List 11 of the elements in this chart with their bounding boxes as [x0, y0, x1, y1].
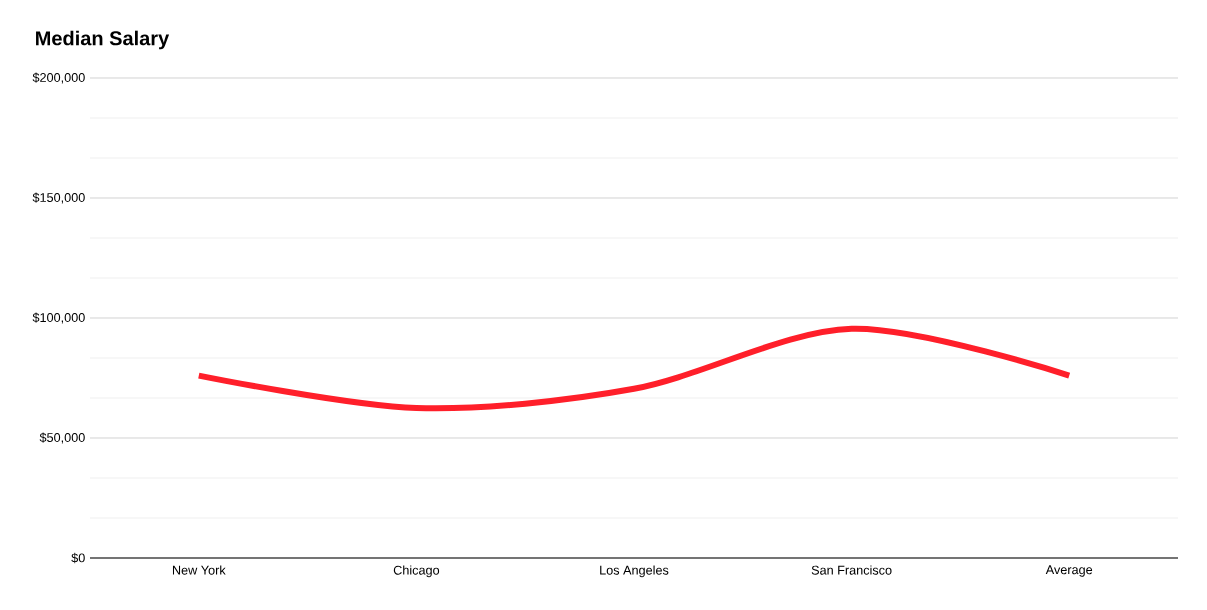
y-tick-label: $200,000: [32, 72, 85, 84]
y-tick-label: $100,000: [32, 312, 85, 324]
x-tick-label: Average: [1045, 565, 1093, 577]
chart-title: Median Salary: [36, 30, 170, 50]
x-tick-label: Chicago: [393, 565, 440, 578]
y-tick-label: $150,000: [32, 192, 85, 204]
y-tick-label: $0: [71, 552, 85, 564]
x-tick-label: San Francisco: [811, 565, 892, 575]
x-tick-label: New York: [172, 565, 226, 575]
y-tick-label: $50,000: [39, 432, 85, 444]
x-tick-label: Los Angeles: [600, 565, 669, 578]
